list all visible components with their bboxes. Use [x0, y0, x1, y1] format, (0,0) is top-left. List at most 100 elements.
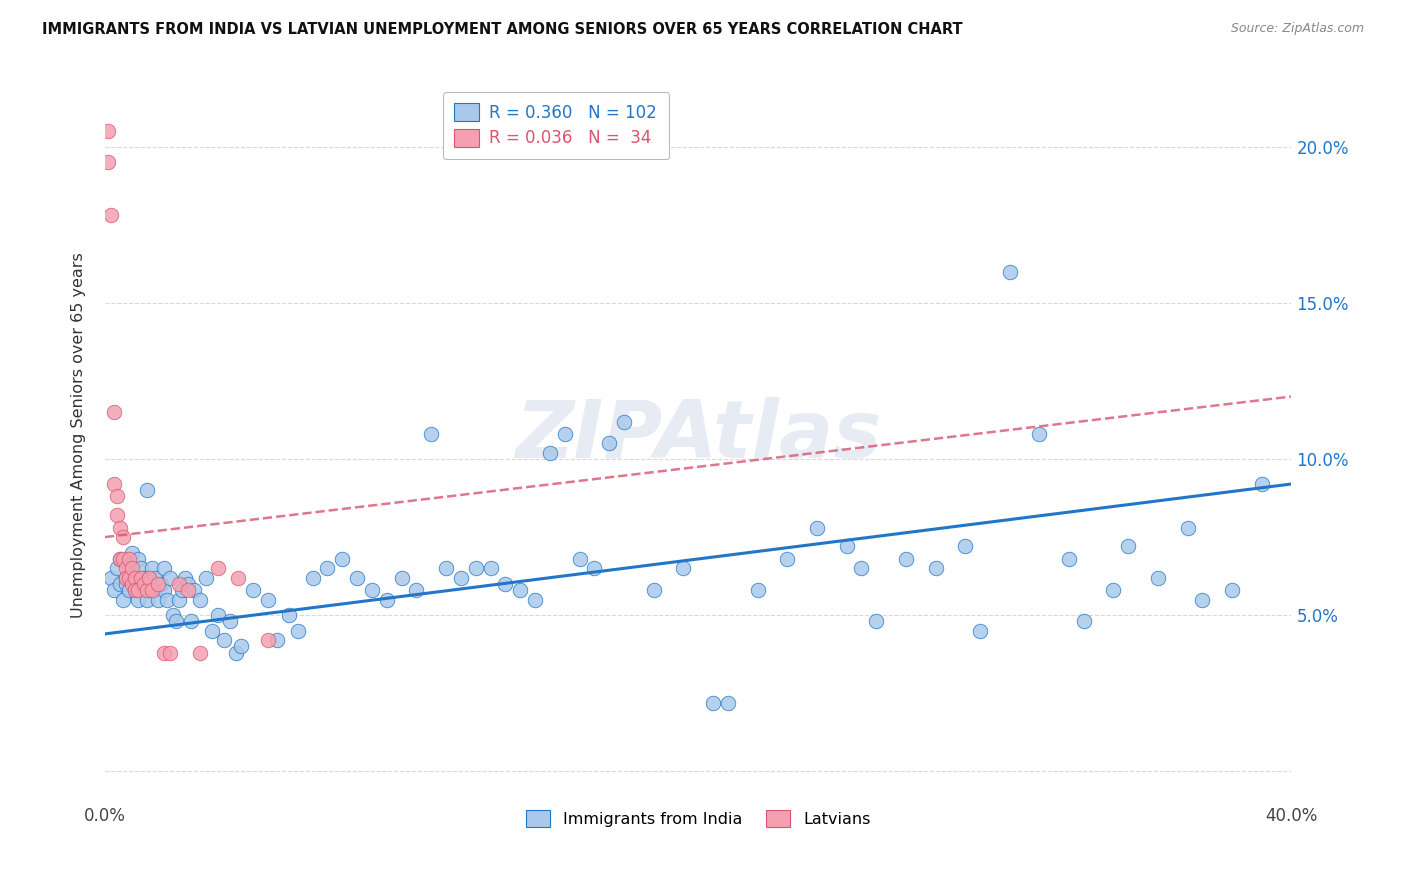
Point	[776, 552, 799, 566]
Point	[141, 583, 163, 598]
Point	[159, 646, 181, 660]
Point	[159, 571, 181, 585]
Point	[153, 646, 176, 660]
Point	[1250, 477, 1272, 491]
Point	[138, 583, 160, 598]
Point	[194, 571, 217, 585]
Point	[277, 608, 299, 623]
Point	[835, 540, 858, 554]
Point	[138, 571, 160, 585]
Point	[201, 624, 224, 638]
Point	[894, 552, 917, 566]
Point	[224, 646, 246, 660]
Text: IMMIGRANTS FROM INDIA VS LATVIAN UNEMPLOYMENT AMONG SENIORS OVER 65 YEARS CORREL: IMMIGRANTS FROM INDIA VS LATVIAN UNEMPLO…	[42, 22, 963, 37]
Point	[138, 571, 160, 585]
Legend: Immigrants from India, Latvians: Immigrants from India, Latvians	[519, 803, 879, 835]
Point	[150, 577, 173, 591]
Point	[420, 427, 443, 442]
Point	[129, 577, 152, 591]
Point	[643, 583, 665, 598]
Point	[177, 577, 200, 591]
Point	[114, 561, 136, 575]
Point	[132, 577, 155, 591]
Point	[129, 561, 152, 575]
Point	[135, 592, 157, 607]
Point	[242, 583, 264, 598]
Point	[174, 571, 197, 585]
Point	[100, 208, 122, 222]
Point	[207, 561, 229, 575]
Point	[118, 571, 141, 585]
Point	[121, 546, 143, 560]
Point	[464, 561, 486, 575]
Point	[702, 696, 724, 710]
Point	[1191, 592, 1213, 607]
Point	[851, 561, 873, 575]
Point	[103, 477, 125, 491]
Point	[1057, 552, 1080, 566]
Point	[747, 583, 769, 598]
Y-axis label: Unemployment Among Seniors over 65 years: Unemployment Among Seniors over 65 years	[72, 252, 86, 618]
Point	[145, 571, 167, 585]
Point	[598, 436, 620, 450]
Point	[953, 540, 976, 554]
Point	[494, 577, 516, 591]
Point	[108, 521, 131, 535]
Point	[145, 583, 167, 598]
Point	[287, 624, 309, 638]
Point	[1220, 583, 1243, 598]
Point	[405, 583, 427, 598]
Point	[156, 592, 179, 607]
Point	[121, 561, 143, 575]
Point	[177, 583, 200, 598]
Point	[257, 633, 280, 648]
Point	[132, 571, 155, 585]
Point	[111, 592, 134, 607]
Point	[538, 446, 561, 460]
Text: ZIPAtlas: ZIPAtlas	[515, 397, 882, 475]
Point	[148, 592, 170, 607]
Point	[135, 583, 157, 598]
Point	[450, 571, 472, 585]
Point	[97, 155, 120, 169]
Point	[188, 646, 211, 660]
Point	[434, 561, 457, 575]
Point	[717, 696, 740, 710]
Point	[132, 583, 155, 598]
Point	[865, 615, 887, 629]
Point	[124, 583, 146, 598]
Point	[375, 592, 398, 607]
Point	[129, 571, 152, 585]
Point	[108, 552, 131, 566]
Point	[924, 561, 946, 575]
Point	[1102, 583, 1125, 598]
Point	[162, 608, 184, 623]
Point	[118, 552, 141, 566]
Point	[1073, 615, 1095, 629]
Point	[135, 483, 157, 498]
Point	[103, 583, 125, 598]
Point	[124, 583, 146, 598]
Point	[105, 490, 128, 504]
Point	[121, 567, 143, 582]
Point	[361, 583, 384, 598]
Point	[613, 415, 636, 429]
Point	[111, 552, 134, 566]
Point	[183, 583, 205, 598]
Point	[124, 577, 146, 591]
Point	[391, 571, 413, 585]
Point	[218, 615, 240, 629]
Point	[121, 577, 143, 591]
Point	[103, 405, 125, 419]
Point	[114, 577, 136, 591]
Point	[153, 583, 176, 598]
Point	[105, 508, 128, 523]
Point	[524, 592, 547, 607]
Point	[583, 561, 606, 575]
Point	[1118, 540, 1140, 554]
Point	[114, 571, 136, 585]
Point	[97, 124, 120, 138]
Point	[806, 521, 828, 535]
Point	[231, 640, 253, 654]
Point	[346, 571, 368, 585]
